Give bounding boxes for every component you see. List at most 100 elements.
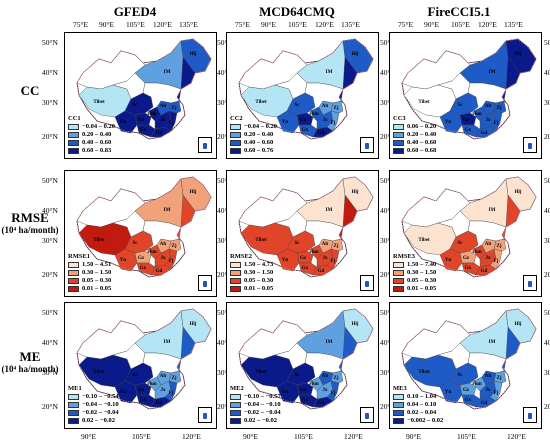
region-label: Fj bbox=[494, 391, 499, 396]
legend-label: −0.04 – 0.20 bbox=[244, 123, 277, 130]
legend-swatch bbox=[393, 286, 404, 292]
region-label: Jx bbox=[161, 118, 167, 123]
legend-title: CC3 bbox=[393, 115, 406, 122]
region-label: IM bbox=[164, 208, 171, 213]
map-legend: RMSE3 1.50 – 7.40 0.30 – 1.50 0.05 – 0.30 0.… bbox=[393, 253, 436, 293]
column-title-firecci: FireCCI5.1 bbox=[427, 4, 491, 19]
legend-label: 0.40 – 0.60 bbox=[82, 139, 112, 146]
legend-label: 1.50 – 4.73 bbox=[244, 261, 274, 268]
region-label: Jx bbox=[323, 118, 329, 123]
map-panel: Hlj IM Tibet Sc Yn Gz Gx Gd Hun Jx Fj Zj Ah RMSE2 1.50… bbox=[226, 170, 379, 297]
legend-swatch bbox=[230, 278, 241, 284]
legend-item: 0.40 – 0.60 bbox=[230, 139, 277, 147]
province-ah bbox=[318, 238, 334, 254]
region-label: Tibet bbox=[93, 238, 105, 243]
region-label: Hun bbox=[472, 382, 482, 387]
legend-title: RMSE3 bbox=[393, 253, 416, 260]
legend-label: 0.40 – 0.60 bbox=[244, 139, 274, 146]
legend-swatch bbox=[393, 270, 404, 276]
region-label: IM bbox=[489, 208, 496, 213]
map-panel: Hlj IM Tibet Sc Yn Gz Gx Gd Hun Jx Fj Zj Ah RMSE3 1.50… bbox=[389, 170, 542, 297]
legend-item: −0.002 – 0.02 bbox=[393, 417, 443, 425]
legend-label: −0.04 – 0.20 bbox=[82, 123, 115, 130]
region-label: Yn bbox=[120, 120, 127, 125]
top-lon-tick: 75°E bbox=[235, 20, 251, 29]
region-label: Gd bbox=[481, 131, 488, 136]
region-label: Sc bbox=[133, 241, 139, 246]
region-border bbox=[238, 308, 374, 410]
region-border bbox=[238, 176, 374, 278]
legend-swatch bbox=[230, 394, 241, 400]
top-lon-tick: 90°E bbox=[261, 20, 277, 29]
region-label: Sc bbox=[295, 241, 301, 246]
legend-swatch bbox=[68, 270, 79, 276]
south-china-sea-inset bbox=[360, 407, 374, 423]
map-legend: CC1 −0.04 – 0.20 0.20 – 0.40 0.40 – 0.60 0.6… bbox=[68, 115, 115, 155]
region-label: Hlj bbox=[190, 52, 197, 57]
region-label: Hun bbox=[147, 382, 157, 387]
legend-item: −0.10 – −0.57 bbox=[230, 393, 281, 401]
legend-label: 1.50 – 4.51 bbox=[82, 261, 112, 268]
left-lat-tick: 30°N bbox=[42, 368, 58, 377]
legend-title: CC2 bbox=[230, 115, 243, 122]
legend-label: −0.10 – −0.57 bbox=[244, 393, 281, 400]
map-legend: RMSE2 1.50 – 4.73 0.30 – 1.50 0.05 – 0.30 0.… bbox=[230, 253, 273, 293]
region-label: Tibet bbox=[255, 238, 267, 243]
top-lon-tick: 90°E bbox=[99, 20, 115, 29]
region-label: Zj bbox=[334, 244, 339, 249]
interior-lat-tick: 20°N bbox=[217, 270, 233, 279]
region-label: Tibet bbox=[418, 100, 430, 105]
south-china-sea-inset bbox=[198, 137, 212, 153]
legend-item: 0.20 – 0.40 bbox=[230, 131, 277, 139]
legend-item: 0.60 – 0.83 bbox=[68, 147, 115, 155]
region-label: Sc bbox=[458, 103, 464, 108]
province-gz bbox=[459, 112, 477, 126]
region-label: Gd bbox=[156, 269, 163, 274]
region-label: Ah bbox=[160, 242, 167, 247]
legend-label: 1.50 – 7.40 bbox=[407, 261, 437, 268]
legend-item: 0.04 – 0.10 bbox=[393, 401, 443, 409]
province-ah bbox=[156, 100, 172, 116]
region-label: IM bbox=[164, 70, 171, 75]
legend-swatch bbox=[393, 402, 404, 408]
legend-swatch bbox=[230, 148, 241, 154]
legend-swatch bbox=[68, 286, 79, 292]
left-lat-tick: 20°N bbox=[42, 132, 58, 141]
map-panel: Hlj IM Tibet Sc Yn Gz Gx Gd Hun Jx Fj Zj Ah ME2 −0.10 … bbox=[226, 302, 379, 429]
province-gz bbox=[134, 382, 152, 396]
left-lat-tick: 20°N bbox=[42, 270, 58, 279]
interior-lat-tick: 20°N bbox=[217, 132, 233, 141]
left-lat-tick: 50°N bbox=[42, 176, 58, 185]
legend-swatch bbox=[68, 418, 79, 424]
region-label: Gz bbox=[138, 118, 145, 123]
legend-title: ME1 bbox=[68, 385, 82, 392]
region-border bbox=[238, 38, 374, 140]
region-label: Ah bbox=[485, 374, 492, 379]
bottom-lon-tick: 90°E bbox=[406, 432, 422, 441]
legend-swatch bbox=[393, 394, 404, 400]
region-label: Gd bbox=[481, 401, 488, 406]
region-label: Gx bbox=[140, 266, 147, 271]
legend-swatch bbox=[230, 132, 241, 138]
legend-item: 1.50 – 4.73 bbox=[230, 261, 273, 269]
legend-swatch bbox=[68, 132, 79, 138]
legend-item: −0.04 – −0.10 bbox=[230, 401, 281, 409]
region-label: Yn bbox=[120, 390, 127, 395]
region-label: Zj bbox=[172, 244, 177, 249]
top-lon-tick: 75°E bbox=[73, 20, 89, 29]
legend-item: 0.02 – −0.02 bbox=[230, 417, 281, 425]
region-label: Fj bbox=[494, 121, 499, 126]
map-legend: RMSE1 1.50 – 4.51 0.30 – 1.50 0.05 – 0.30 0.… bbox=[68, 253, 111, 293]
interior-lat-tick: 20°N bbox=[380, 402, 396, 411]
region-label: Tibet bbox=[418, 238, 430, 243]
region-label: Tibet bbox=[418, 370, 430, 375]
region-label: Gx bbox=[140, 128, 147, 133]
region-label: Yn bbox=[282, 120, 289, 125]
interior-lat-tick: 40°N bbox=[217, 338, 233, 347]
region-label: Gd bbox=[318, 269, 325, 274]
legend-item: 0.10 – 1.04 bbox=[393, 393, 443, 401]
